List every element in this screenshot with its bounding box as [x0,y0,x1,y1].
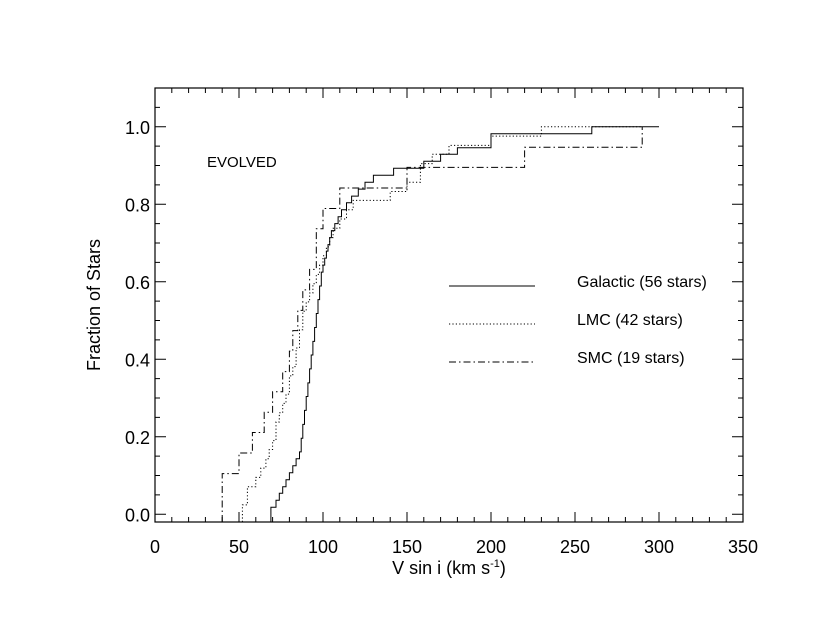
x-tick-label: 250 [560,537,590,557]
y-axis-ticks: 0.0 0.2 0.4 0.6 0.8 1.0 [125,106,743,525]
plot-frame [154,87,744,523]
y-tick-label: 0.0 [125,505,150,525]
legend-label: SMC (19 stars) [577,350,685,367]
x-axis-label: V sin i (km s-1) [392,558,506,578]
x-tick-label: 100 [308,537,338,557]
evolved-annotation: EVOLVED [207,154,277,171]
x-tick-label: 200 [476,537,506,557]
y-tick-label: 0.2 [125,428,150,448]
x-axis-ticks: 0 50 100 150 200 250 300 350 [150,88,758,557]
y-tick-label: 0.8 [125,195,150,215]
legend-label: Galactic (56 stars) [577,274,707,291]
series-dashdot-line [221,126,643,522]
x-tick-label: 50 [229,537,249,557]
x-axis-label-main: V sin i (km s [392,558,490,578]
y-tick-label: 0.4 [125,350,150,370]
y-tick-label: 0.6 [125,273,150,293]
y-axis-label: Fraction of Stars [84,239,104,371]
legend: Galactic (56 stars) LMC (42 stars) SMC (19… [449,274,707,367]
x-tick-label: 350 [728,537,758,557]
y-tick-label: 1.0 [125,118,150,138]
x-tick-label: 150 [392,537,422,557]
x-tick-label: 0 [150,537,160,557]
x-axis-label-superscript: -1 [490,558,500,570]
series-solid-line [270,126,659,522]
x-axis-label-end: ) [500,558,506,578]
series-layer [221,126,659,522]
x-tick-label: 300 [644,537,674,557]
legend-label: LMC (42 stars) [577,312,683,329]
